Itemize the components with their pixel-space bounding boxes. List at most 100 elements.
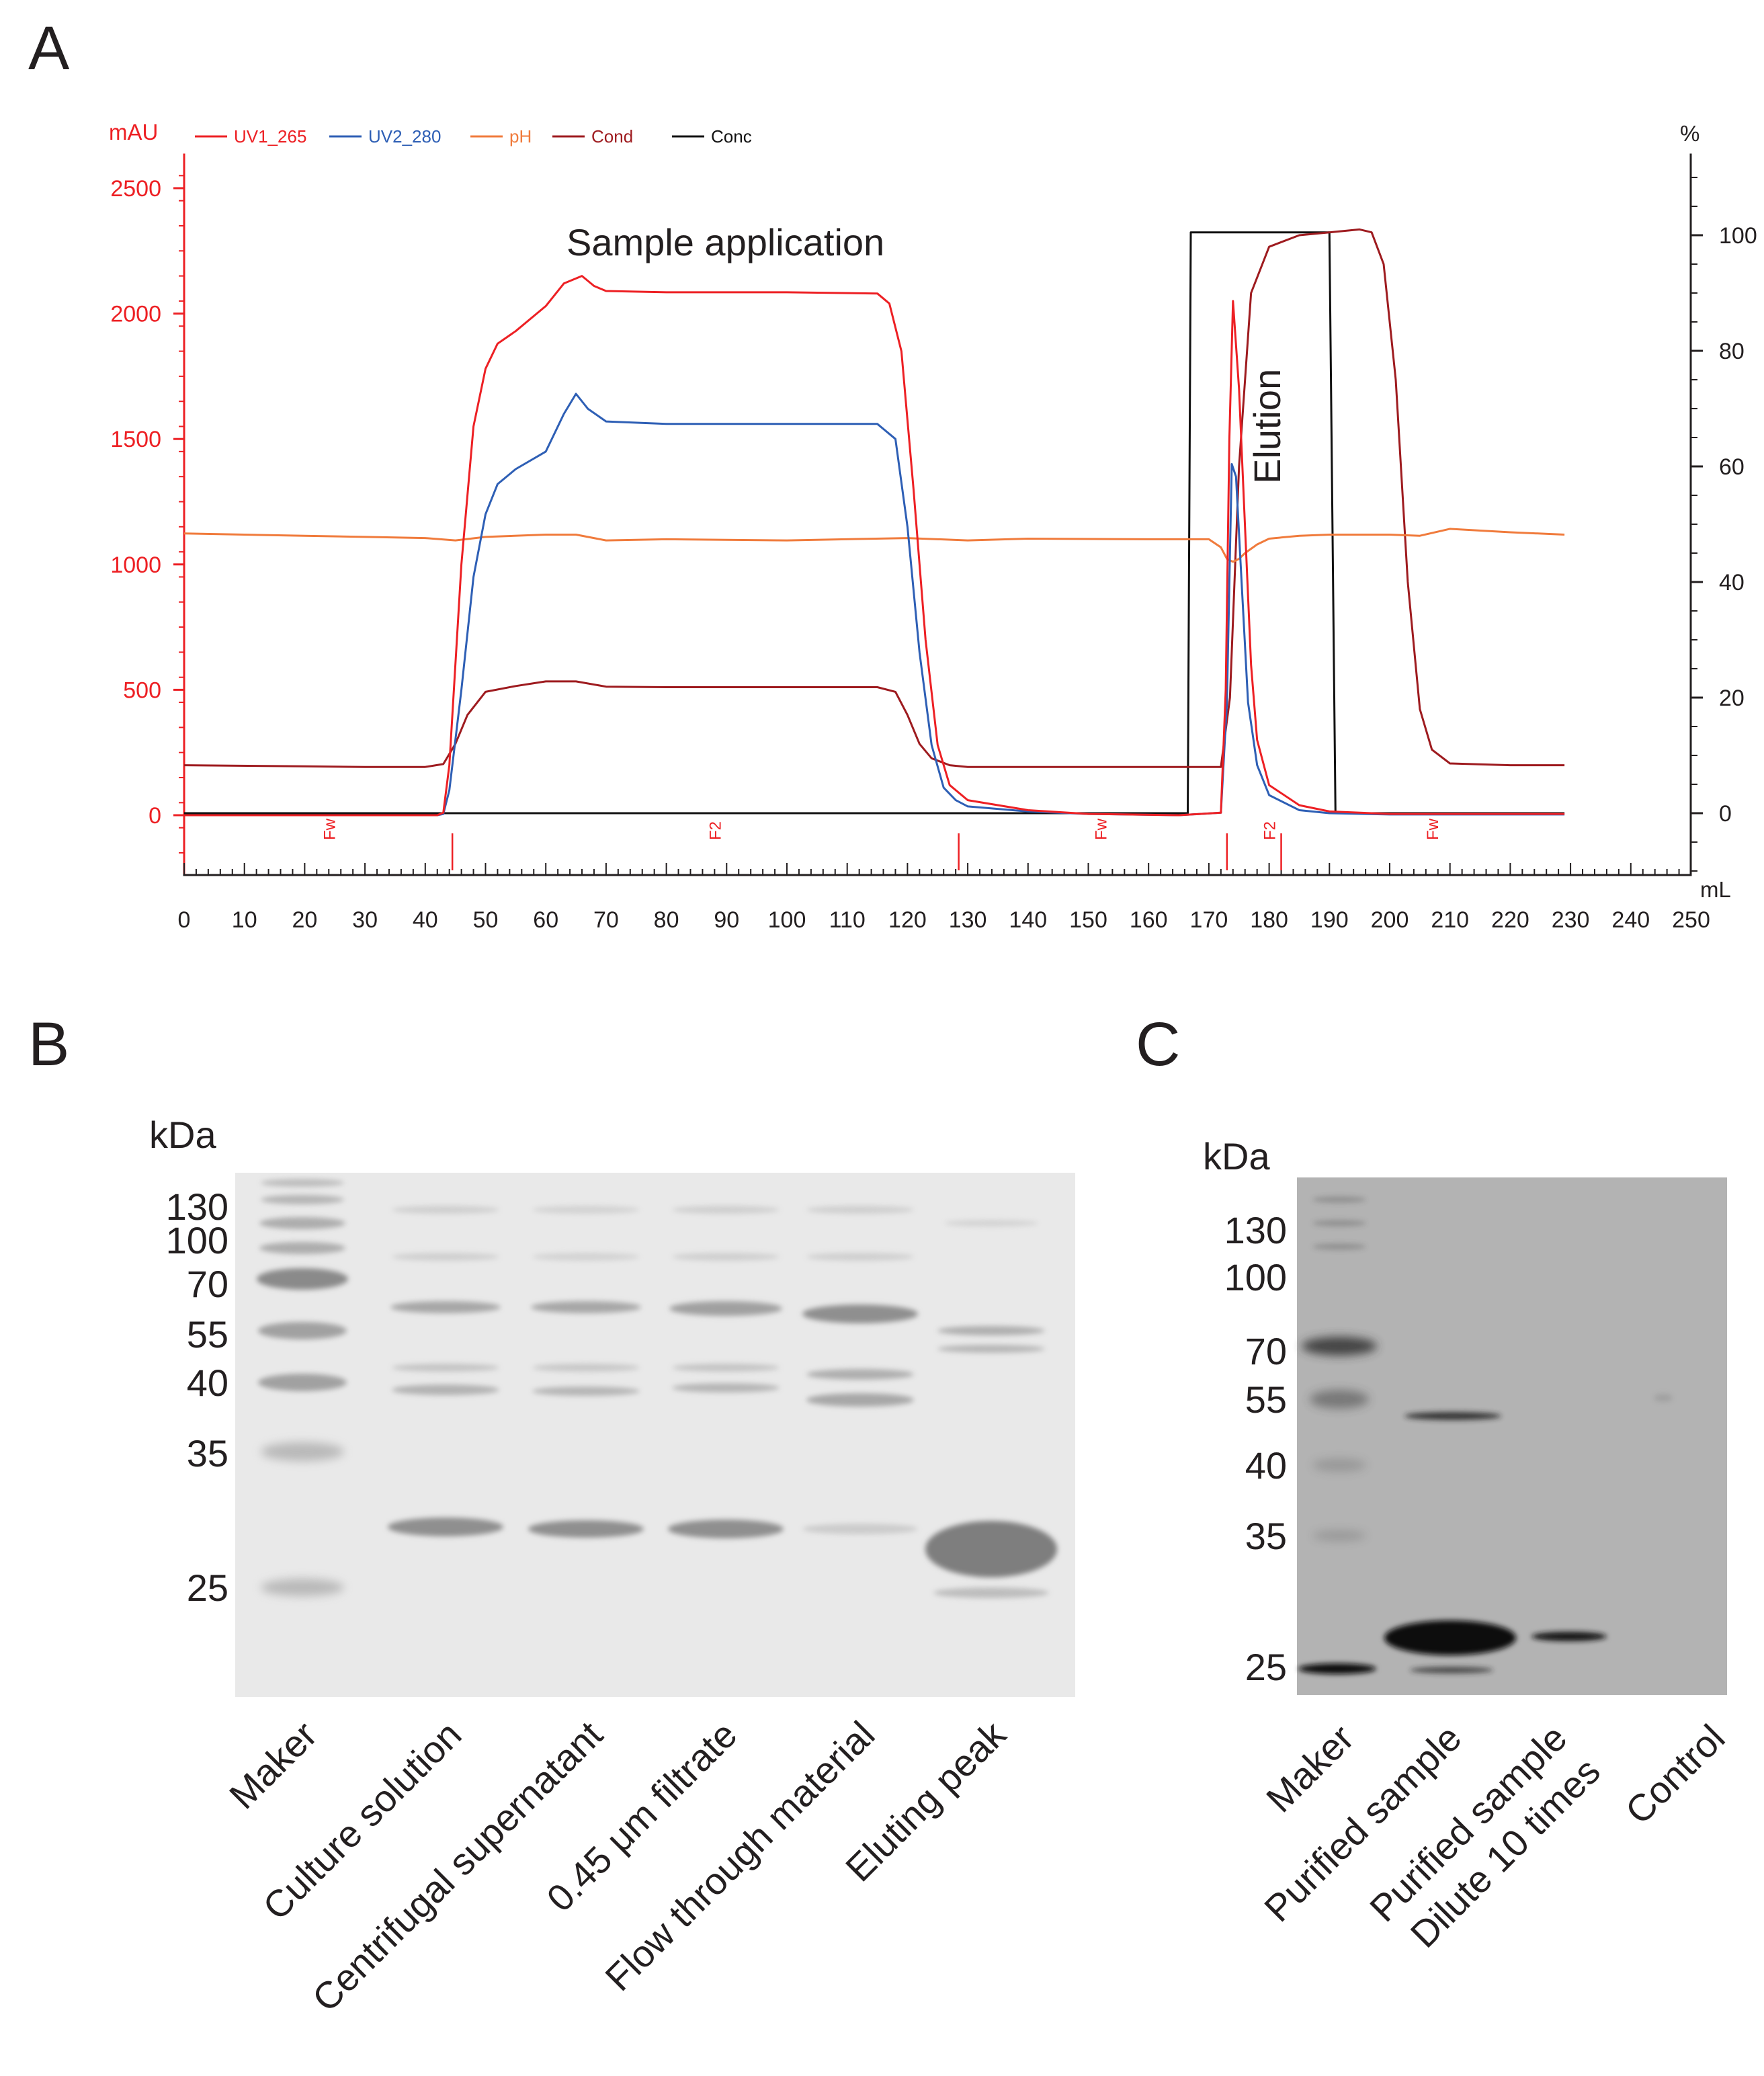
left-tick-label: 1000 (110, 552, 161, 578)
fraction-label: Fw (321, 818, 339, 840)
legend-label: Cond (591, 126, 633, 147)
fraction-label: F2 (1261, 821, 1279, 840)
left-tick-label: 2500 (110, 176, 161, 202)
left-tick-label: 0 (149, 803, 161, 829)
right-tick-label: 20 (1719, 686, 1745, 711)
blot-c-image (1297, 1177, 1727, 1695)
band (1312, 1530, 1366, 1541)
gel-b-lane-label: Maker (221, 1713, 325, 1817)
right-axis-unit: % (1680, 121, 1699, 146)
blot-c-lane-control (1654, 1394, 1673, 1402)
x-tick-label: 150 (1069, 907, 1107, 933)
x-tick-label: 0 (178, 907, 191, 933)
gel-b-marker-35: 35 (187, 1432, 228, 1475)
band (1654, 1394, 1673, 1402)
band (1531, 1632, 1607, 1641)
right-tick-label: 80 (1719, 339, 1745, 364)
band (937, 1326, 1045, 1335)
fraction-label: Fw (1092, 818, 1110, 840)
fraction-label: Fw (1424, 818, 1442, 840)
blot-c-unit: kDa (1203, 1135, 1270, 1177)
blot-c-lane-label-line: Maker (1258, 1716, 1362, 1821)
x-tick-label: 130 (949, 907, 987, 933)
panel-label-a: A (28, 14, 70, 83)
x-tick-label: 140 (1009, 907, 1047, 933)
band (392, 1253, 499, 1261)
blot-c-lane-maker (1298, 1196, 1377, 1674)
band (257, 1268, 348, 1290)
band (1312, 1243, 1366, 1250)
band (933, 1587, 1049, 1598)
gel-b-marker-40: 40 (187, 1362, 228, 1404)
legend-item-uv2_280: UV2_280 (329, 126, 441, 147)
band (672, 1253, 780, 1261)
band (261, 1179, 344, 1187)
legend-item-uv1_265: UV1_265 (195, 126, 306, 147)
right-tick-label: 0 (1719, 801, 1732, 827)
band (528, 1520, 644, 1538)
left-tick-label: 1500 (110, 427, 161, 452)
gel-b-lane-supernatant (528, 1206, 644, 1538)
blot-c-lane-label-line: Control (1617, 1716, 1732, 1832)
band (392, 1384, 499, 1395)
band (532, 1386, 640, 1396)
band (806, 1253, 914, 1261)
legend-label: pH (509, 126, 532, 147)
band (672, 1383, 780, 1393)
x-tick-label: 160 (1130, 907, 1168, 933)
blot-c-lane-purified (1384, 1412, 1516, 1673)
band (392, 1206, 499, 1214)
x-tick-label: 10 (232, 907, 257, 933)
x-tick-label: 230 (1552, 907, 1590, 933)
x-tick-label: 20 (292, 907, 317, 933)
band (672, 1206, 780, 1214)
series-line-conc (184, 231, 1565, 815)
gel-b-lane-flowthrough (802, 1206, 918, 1534)
fraction-markers: Fw F2 Fw F2 Fw (321, 818, 1442, 870)
band (532, 1206, 640, 1214)
band (390, 1301, 501, 1313)
gel-b-lane-culture (388, 1206, 503, 1536)
legend-item-conc: Conc (672, 126, 752, 147)
gel-b-marker-70: 70 (187, 1263, 228, 1305)
band (1302, 1337, 1377, 1356)
legend-label: UV1_265 (234, 126, 306, 147)
band (925, 1521, 1057, 1577)
legend-label: Conc (711, 126, 752, 147)
series-line-ph (184, 528, 1565, 563)
band (944, 1220, 1038, 1227)
panel-label-b: B (28, 1010, 69, 1079)
blot-c-marker-35: 35 (1245, 1515, 1287, 1557)
band (806, 1369, 914, 1380)
left-tick-label: 500 (123, 677, 161, 703)
x-tick-label: 220 (1491, 907, 1529, 933)
gel-b-background (235, 1173, 1075, 1697)
x-tick-label: 110 (829, 907, 866, 933)
x-tick-label: 250 (1672, 907, 1710, 933)
legend-item-cond: Cond (552, 126, 633, 147)
x-tick-label: 40 (413, 907, 438, 933)
series-line-uv1_265 (184, 275, 1565, 817)
band (1404, 1412, 1501, 1420)
right-tick-label: 60 (1719, 454, 1745, 480)
band (802, 1304, 918, 1323)
x-tick-label: 180 (1250, 907, 1288, 933)
band (259, 1242, 345, 1254)
x-tick-label: 240 (1611, 907, 1650, 933)
blot-c-marker-labels: 130 100 70 55 40 35 25 (1224, 1209, 1287, 1688)
band (1384, 1620, 1516, 1655)
band (937, 1345, 1045, 1353)
left-axis-ticks: 0 500 1000 1500 2000 2500 (110, 175, 184, 854)
gel-b-marker-25: 25 (187, 1567, 228, 1609)
series-line-cond (184, 228, 1565, 768)
series-line-uv2_280 (184, 392, 1565, 817)
x-tick-label: 170 (1190, 907, 1228, 933)
gel-b-marker-130: 130 (166, 1186, 228, 1228)
band (1312, 1196, 1366, 1203)
x-tick-label: 90 (714, 907, 739, 933)
x-tick-label: 210 (1431, 907, 1469, 933)
blot-c-marker-100: 100 (1224, 1256, 1287, 1298)
band (802, 1524, 918, 1534)
